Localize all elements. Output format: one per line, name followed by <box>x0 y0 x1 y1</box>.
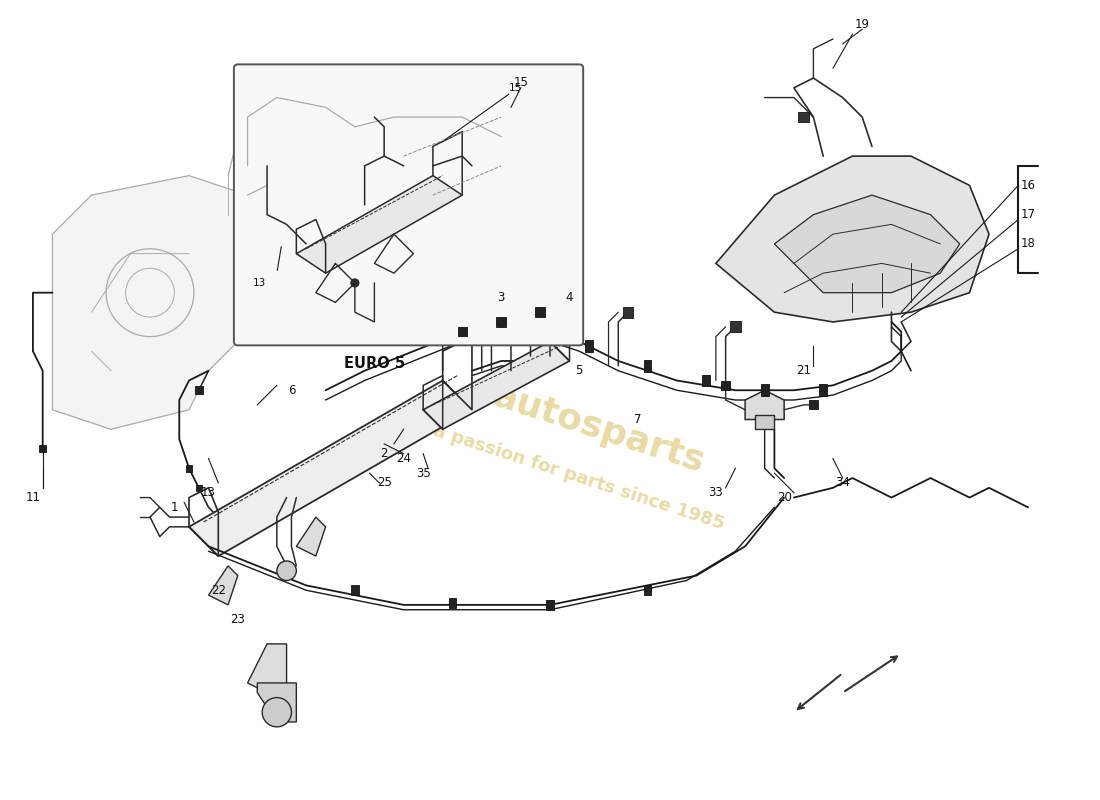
Polygon shape <box>755 414 774 430</box>
Text: 17: 17 <box>1021 208 1035 221</box>
Text: 1: 1 <box>170 501 178 514</box>
Bar <box>449 598 456 608</box>
Bar <box>730 322 740 332</box>
Bar <box>186 465 192 472</box>
Text: 2: 2 <box>381 447 388 460</box>
Bar <box>644 586 651 595</box>
Polygon shape <box>209 566 238 605</box>
Text: 19: 19 <box>855 18 870 31</box>
Text: 13: 13 <box>201 486 216 499</box>
Polygon shape <box>296 176 462 273</box>
Polygon shape <box>248 644 287 693</box>
Circle shape <box>262 698 292 727</box>
Bar <box>799 112 808 122</box>
Polygon shape <box>296 517 326 556</box>
Text: 23: 23 <box>230 613 245 626</box>
Circle shape <box>277 561 296 581</box>
Text: 18: 18 <box>1021 238 1035 250</box>
Text: 16: 16 <box>1021 179 1035 192</box>
Circle shape <box>351 279 359 287</box>
Polygon shape <box>774 195 960 293</box>
Bar <box>196 485 201 490</box>
Bar <box>585 341 593 352</box>
Bar <box>546 600 554 610</box>
Polygon shape <box>745 390 784 419</box>
Text: 21: 21 <box>796 364 811 378</box>
Bar <box>761 384 769 396</box>
Bar <box>40 446 46 452</box>
Text: autosparts: autosparts <box>488 379 710 479</box>
Bar <box>702 374 710 386</box>
Bar <box>644 360 651 372</box>
Text: EURO 5: EURO 5 <box>344 356 405 371</box>
Bar <box>623 307 634 318</box>
Text: 7: 7 <box>634 413 641 426</box>
Text: 25: 25 <box>376 477 392 490</box>
Text: 20: 20 <box>777 491 792 504</box>
Bar <box>808 401 817 410</box>
Text: 34: 34 <box>835 477 850 490</box>
Text: 3: 3 <box>497 291 505 304</box>
Text: a passion for parts since 1985: a passion for parts since 1985 <box>431 422 727 534</box>
Bar <box>195 386 202 394</box>
Text: 15: 15 <box>514 77 528 90</box>
Bar <box>496 317 506 327</box>
Text: 35: 35 <box>416 466 430 480</box>
Polygon shape <box>53 176 267 430</box>
Text: 15: 15 <box>509 83 522 93</box>
Text: 22: 22 <box>211 584 226 597</box>
Polygon shape <box>716 156 989 322</box>
Text: 11: 11 <box>25 491 41 504</box>
Polygon shape <box>424 342 570 430</box>
Bar <box>351 586 359 595</box>
Bar <box>722 381 730 390</box>
Text: 13: 13 <box>252 278 266 288</box>
Text: 5: 5 <box>575 364 583 378</box>
Polygon shape <box>257 683 296 722</box>
FancyBboxPatch shape <box>234 64 583 346</box>
Bar <box>536 307 546 317</box>
Text: 24: 24 <box>396 452 411 465</box>
Bar <box>458 327 466 336</box>
Text: 33: 33 <box>708 486 723 499</box>
Polygon shape <box>189 381 472 556</box>
Bar <box>820 384 827 396</box>
Text: 6: 6 <box>288 384 295 397</box>
Text: 4: 4 <box>565 291 573 304</box>
